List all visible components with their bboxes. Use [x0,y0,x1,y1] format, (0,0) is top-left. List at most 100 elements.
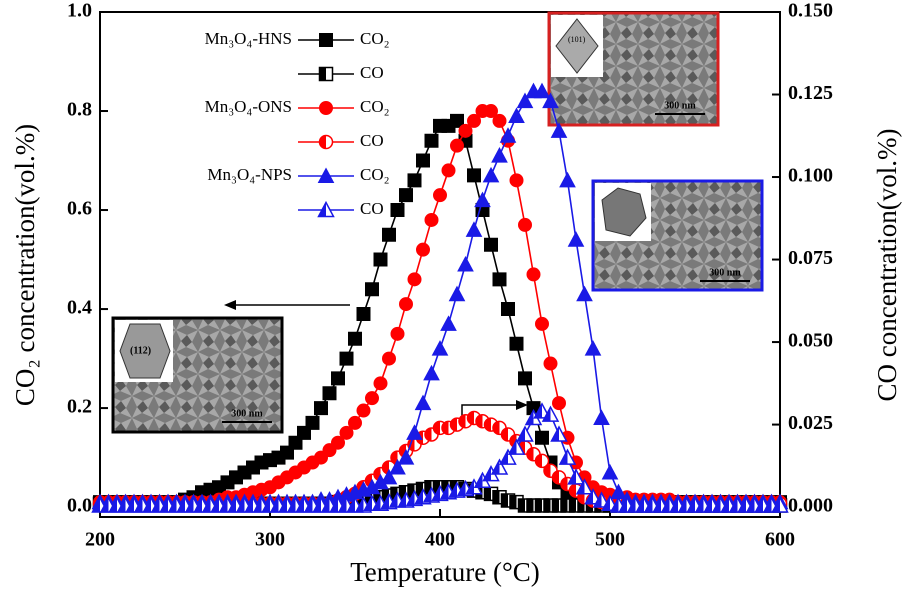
marker-half [500,450,508,465]
marker [407,272,422,287]
marker [424,212,439,227]
marker-shape [318,101,334,115]
marker-shape [390,326,405,341]
marker-shape [407,272,422,287]
marker-shape [499,127,517,143]
marker-half [382,460,389,474]
marker-half [211,497,219,512]
series-line [100,90,780,503]
marker-half [645,497,653,512]
marker-half [569,498,576,512]
series-line [100,119,780,503]
marker-shape [483,104,499,119]
marker-half [747,497,755,512]
marker [517,217,533,232]
marker-half [186,497,194,512]
marker-half [527,498,534,512]
marker [317,200,335,218]
marker-shape [534,316,550,331]
marker-half [92,497,100,512]
marker [509,173,524,188]
y2-tick-label: 0.075 [788,247,833,269]
marker-half [501,427,508,441]
marker-half [611,497,619,512]
marker [483,104,499,119]
marker-shape [467,168,481,183]
legend-group: Mn₃O₄-ONS [205,97,292,116]
y-tick-label: 0.6 [67,198,92,220]
marker-half [319,67,326,81]
marker-half [721,497,729,512]
marker-shape [543,356,558,371]
marker-half [458,481,466,496]
y2-tick-label: 0.150 [788,0,833,22]
marker-shape [390,203,405,218]
marker-half [441,484,449,499]
marker-half [738,497,746,512]
marker-half [109,497,117,512]
x-tick-label: 300 [255,529,285,551]
marker-half [509,440,517,455]
legend-label: CO [360,63,384,82]
marker-shape [551,396,567,411]
marker-shape [356,307,371,322]
marker-shape [576,285,593,302]
marker-shape [440,315,457,331]
marker [518,371,532,386]
marker-half [135,497,143,512]
marker-shape [508,107,525,123]
marker-shape [415,242,431,257]
marker-shape [373,252,388,267]
marker [347,415,363,430]
marker [576,285,593,302]
marker-half [237,497,245,512]
marker-half [577,479,585,494]
x-tick-label: 500 [595,529,625,551]
marker-shape [331,371,345,386]
marker-shape [389,458,406,475]
marker-half [670,497,678,512]
marker-shape [407,173,422,188]
marker-half [551,426,559,441]
marker [592,491,611,508]
marker-half [517,426,525,441]
marker-half [544,498,551,512]
marker-half [569,484,576,498]
marker-half [101,497,109,512]
marker [365,282,379,297]
marker [317,167,335,183]
marker [542,92,559,109]
marker-shape [424,212,439,227]
marker-half [318,202,326,217]
marker [491,147,508,163]
marker-half [203,497,211,512]
marker-half [543,407,551,422]
marker [465,221,483,237]
marker [339,425,354,440]
marker-half [483,466,491,481]
marker-shape [518,371,532,386]
marker-half [228,497,236,512]
marker [466,113,482,128]
marker-half [475,473,483,488]
marker-half [561,477,568,491]
marker [534,316,550,331]
marker-half [696,497,704,512]
marker [507,438,526,455]
x-axis-title: Temperature (°C) [350,557,540,587]
marker-half [713,497,721,512]
y2-tick-label: 0.050 [788,330,833,352]
marker-half [594,492,602,507]
marker-shape [484,237,498,252]
marker-shape [380,468,398,485]
marker-shape [492,272,507,287]
marker-half [534,403,542,418]
marker [414,394,432,411]
marker-shape [509,336,524,351]
marker [559,171,576,188]
marker-shape [593,409,610,425]
marker-shape [526,267,541,282]
marker-half [679,497,687,512]
marker-half [459,414,466,428]
marker-shape [406,424,423,440]
